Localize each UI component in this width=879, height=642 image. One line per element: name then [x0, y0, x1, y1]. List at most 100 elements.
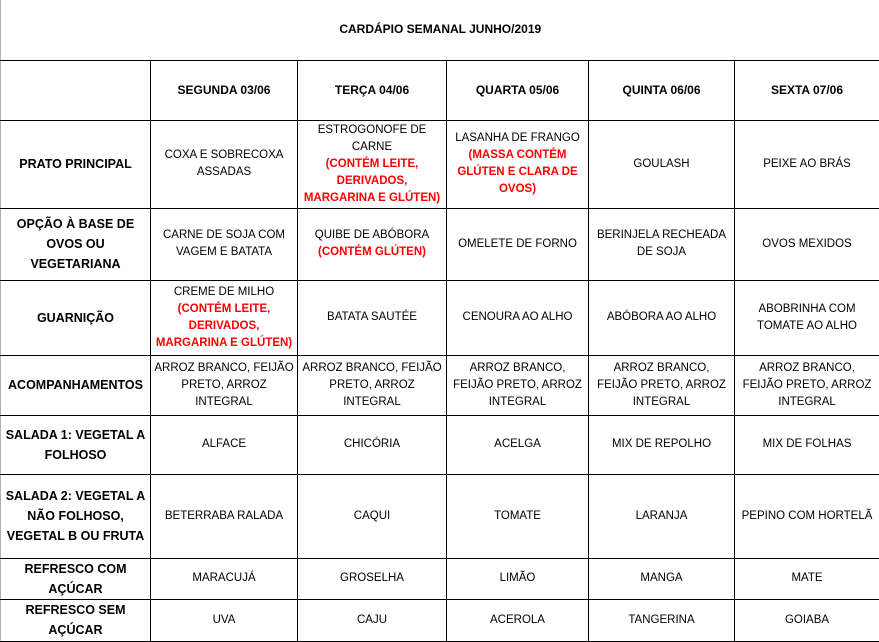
dish-name: ARROZ BRANCO, FEIJÃO PRETO, ARROZ INTEGR…	[302, 362, 441, 408]
menu-cell: ABÓBORA AO ALHO	[589, 280, 735, 355]
dish-name: MARACUJÁ	[192, 572, 255, 584]
dish-name: LASANHA DE FRANGO	[455, 132, 580, 144]
dish-name: PEPINO COM HORTELÃ	[742, 510, 873, 522]
menu-cell: GROSELHA	[298, 558, 447, 599]
dish-name: ABÓBORA AO ALHO	[607, 311, 716, 323]
menu-cell: ARROZ BRANCO, FEIJÃO PRETO, ARROZ INTEGR…	[589, 355, 735, 415]
dish-name: PEIXE AO BRÁS	[763, 158, 851, 170]
dish-name: CAJU	[357, 614, 387, 626]
day-header: QUINTA 06/06	[589, 60, 735, 120]
menu-cell: ARROZ BRANCO, FEIJÃO PRETO, ARROZ INTEGR…	[151, 355, 298, 415]
allergen-note: (MASSA CONTÉM GLÚTEN E CLARA DE OVOS)	[450, 147, 585, 198]
table-row: REFRESCO COM AÇÚCAR MARACUJÁ GROSELHA LIMÃO…	[1, 558, 879, 599]
table-row: SALADA 1: VEGETAL A FOLHOSO ALFACE CHICÓRI…	[1, 415, 879, 474]
menu-cell: OVOS MEXIDOS	[735, 208, 879, 280]
dish-name: GOIABA	[785, 614, 829, 626]
dish-name: GOULASH	[633, 158, 689, 170]
menu-cell: PEPINO COM HORTELÃ	[735, 474, 879, 558]
dish-name: MATE	[791, 572, 822, 584]
dish-name: CENOURA AO ALHO	[463, 311, 573, 323]
menu-cell: QUIBE DE ABÓBORA (CONTÉM GLÚTEN)	[298, 208, 447, 280]
dish-name: ACEROLA	[490, 614, 545, 626]
row-header: OPÇÃO À BASE DE OVOS OU VEGETARIANA	[1, 208, 151, 280]
dish-name: BATATA SAUTÉE	[327, 311, 417, 323]
menu-cell: OMELETE DE FORNO	[447, 208, 589, 280]
menu-cell: ACELGA	[447, 415, 589, 474]
dish-name: QUIBE DE ABÓBORA	[315, 229, 429, 241]
table-row: OPÇÃO À BASE DE OVOS OU VEGETARIANA CARNE…	[1, 208, 879, 280]
dish-name: BERINJELA RECHEADA DE SOJA	[597, 229, 726, 258]
menu-title: CARDÁPIO SEMANAL JUNHO/2019	[1, 0, 879, 60]
row-header: SALADA 1: VEGETAL A FOLHOSO	[1, 415, 151, 474]
menu-cell: LIMÃO	[447, 558, 589, 599]
menu-cell: MIX DE REPOLHO	[589, 415, 735, 474]
menu-cell: TANGERINA	[589, 599, 735, 641]
dish-name: ARROZ BRANCO, FEIJÃO PRETO, ARROZ INTEGR…	[743, 362, 872, 408]
dish-name: BETERRABA RALADA	[165, 510, 283, 522]
menu-cell: UVA	[151, 599, 298, 641]
corner-cell	[1, 60, 151, 120]
dish-name: ABOBRINHA COM TOMATE AO ALHO	[757, 303, 857, 332]
allergen-note: (CONTÉM LEITE, DERIVADOS, MARGARINA E GL…	[301, 156, 443, 207]
menu-cell: CAJU	[298, 599, 447, 641]
menu-cell: ACEROLA	[447, 599, 589, 641]
day-header: TERÇA 04/06	[298, 60, 447, 120]
menu-cell: PEIXE AO BRÁS	[735, 120, 879, 208]
allergen-note: (CONTÉM GLÚTEN)	[301, 244, 443, 261]
menu-cell: ARROZ BRANCO, FEIJÃO PRETO, ARROZ INTEGR…	[735, 355, 879, 415]
menu-cell: MANGA	[589, 558, 735, 599]
dish-name: LARANJA	[636, 510, 688, 522]
menu-cell: GOIABA	[735, 599, 879, 641]
dish-name: ARROZ BRANCO, FEIJÃO PRETO, ARROZ INTEGR…	[453, 362, 582, 408]
title-row: CARDÁPIO SEMANAL JUNHO/2019	[1, 0, 879, 60]
menu-cell: CHICÓRIA	[298, 415, 447, 474]
menu-cell: ESTROGONOFE DE CARNE (CONTÉM LEITE, DERIV…	[298, 120, 447, 208]
menu-cell: ABOBRINHA COM TOMATE AO ALHO	[735, 280, 879, 355]
menu-cell: CREME DE MILHO(CONTÉM LEITE, DERIVADOS, …	[151, 280, 298, 355]
menu-cell: MIX DE FOLHAS	[735, 415, 879, 474]
dish-name: MANGA	[640, 572, 682, 584]
dish-name: ACELGA	[494, 438, 541, 450]
menu-cell: TOMATE	[447, 474, 589, 558]
menu-cell: ARROZ BRANCO, FEIJÃO PRETO, ARROZ INTEGR…	[298, 355, 447, 415]
table-row: SALADA 2: VEGETAL A NÃO FOLHOSO, VEGETAL…	[1, 474, 879, 558]
row-header: SALADA 2: VEGETAL A NÃO FOLHOSO, VEGETAL…	[1, 474, 151, 558]
menu-cell: CAQUI	[298, 474, 447, 558]
dish-name: ESTROGONOFE DE CARNE	[318, 124, 427, 153]
table-row: REFRESCO SEM AÇÚCAR UVA CAJU ACEROLA TANGERI…	[1, 599, 879, 641]
dish-name: UVA	[213, 614, 236, 626]
dish-name: ALFACE	[202, 438, 246, 450]
dish-name: OMELETE DE FORNO	[458, 238, 577, 250]
day-header: QUARTA 05/06	[447, 60, 589, 120]
menu-cell: LARANJA	[589, 474, 735, 558]
dish-name: ARROZ BRANCO, FEIJÃO PRETO, ARROZ INTEGR…	[154, 362, 293, 408]
dish-name: MIX DE REPOLHO	[612, 438, 711, 450]
menu-cell: GOULASH	[589, 120, 735, 208]
day-header: SEXTA 07/06	[735, 60, 879, 120]
dish-name: CHICÓRIA	[344, 438, 400, 450]
dish-name: ARROZ BRANCO, FEIJÃO PRETO, ARROZ INTEGR…	[597, 362, 726, 408]
dish-name: CARNE DE SOJA COM VAGEM E BATATA	[163, 229, 285, 258]
menu-cell: MARACUJÁ	[151, 558, 298, 599]
menu-cell: CENOURA AO ALHO	[447, 280, 589, 355]
dish-name: OVOS MEXIDOS	[762, 238, 851, 250]
row-header: REFRESCO COM AÇÚCAR	[1, 558, 151, 599]
menu-cell: MATE	[735, 558, 879, 599]
menu-cell: BATATA SAUTÉE	[298, 280, 447, 355]
dish-name: GROSELHA	[340, 572, 404, 584]
menu-cell: BETERRABA RALADA	[151, 474, 298, 558]
allergen-note: (CONTÉM LEITE, DERIVADOS, MARGARINA E GL…	[154, 301, 294, 352]
dish-name: TANGERINA	[628, 614, 694, 626]
dish-name: COXA E SOBRECOXA ASSADAS	[165, 149, 284, 178]
menu-cell: LASANHA DE FRANGO (MASSA CONTÉM GLÚTEN E …	[447, 120, 589, 208]
row-header: ACOMPANHAMENTOS	[1, 355, 151, 415]
dish-name: CAQUI	[354, 510, 390, 522]
dish-name: MIX DE FOLHAS	[763, 438, 852, 450]
menu-cell: ARROZ BRANCO, FEIJÃO PRETO, ARROZ INTEGR…	[447, 355, 589, 415]
row-header: REFRESCO SEM AÇÚCAR	[1, 599, 151, 641]
menu-cell: COXA E SOBRECOXA ASSADAS	[151, 120, 298, 208]
